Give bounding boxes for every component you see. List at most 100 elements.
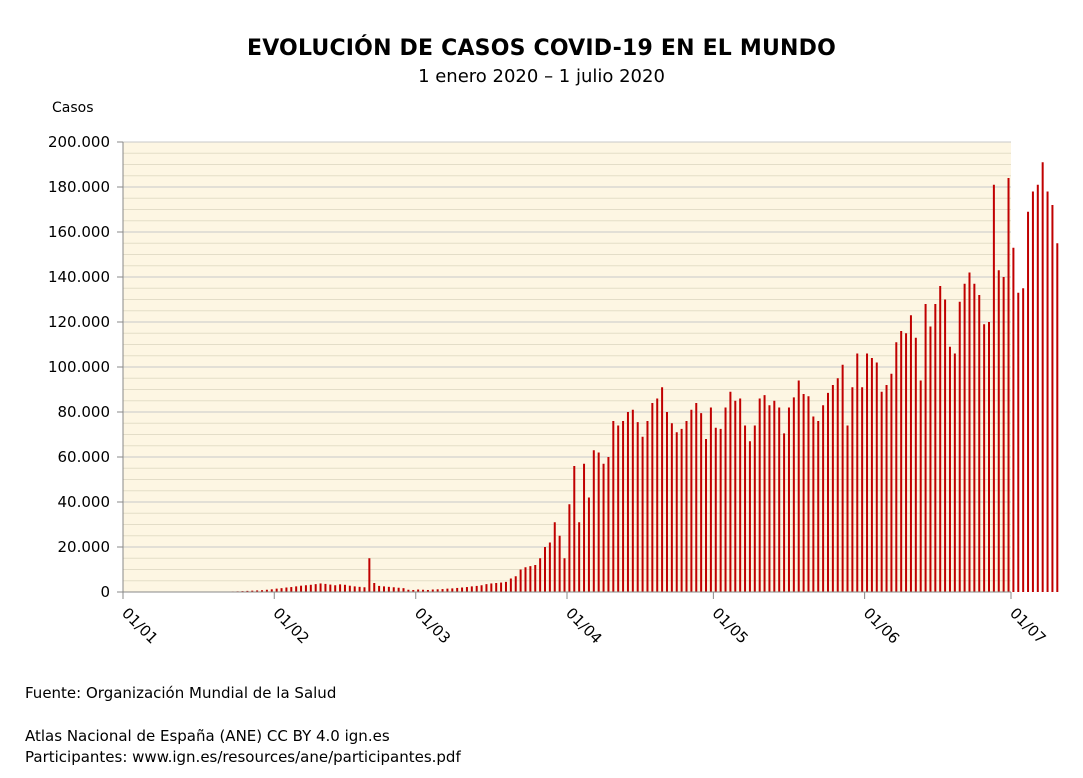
bar (924, 304, 927, 592)
bar (451, 588, 454, 592)
bar (246, 590, 249, 593)
bar (622, 421, 625, 592)
bar (485, 584, 488, 593)
bar (870, 358, 873, 592)
bar (548, 542, 551, 592)
bar (851, 387, 854, 592)
bar (1027, 211, 1030, 592)
x-tick-label: 01/07 (1006, 604, 1049, 647)
bars (221, 162, 1059, 593)
bar (661, 387, 664, 592)
bar (626, 412, 629, 592)
bar (256, 590, 259, 592)
bar (705, 439, 708, 592)
y-tick-label: 60.000 (58, 448, 111, 466)
bar (558, 535, 561, 592)
bar (968, 272, 971, 592)
bar (363, 587, 366, 592)
bar (261, 590, 264, 592)
y-tick-label: 180.000 (48, 178, 110, 196)
bar (422, 589, 425, 592)
bar (748, 441, 751, 592)
bar (836, 378, 839, 592)
bar (524, 567, 527, 592)
bar (1002, 277, 1005, 592)
y-tick-label: 100.000 (48, 358, 110, 376)
bar (295, 586, 298, 593)
bar (783, 433, 786, 593)
bar (309, 584, 312, 592)
bar (675, 432, 678, 592)
bar (1051, 205, 1054, 592)
bar (583, 463, 586, 592)
bar (368, 558, 371, 592)
bar (646, 421, 649, 592)
bar (500, 582, 503, 592)
bar (612, 421, 615, 592)
bar (573, 466, 576, 592)
bar (826, 392, 829, 593)
x-tick-label: 01/05 (709, 604, 752, 647)
bar (934, 304, 937, 592)
bar (997, 270, 1000, 592)
bar (753, 425, 756, 592)
bar (397, 587, 400, 592)
bar (475, 585, 478, 592)
bar (373, 583, 376, 592)
bar (1031, 191, 1034, 592)
bar (1017, 292, 1020, 592)
bar (456, 587, 459, 592)
chart-subtitle: 1 enero 2020 – 1 julio 2020 (418, 66, 665, 87)
source-note: Fuente: Organización Mundial de la Salud (25, 684, 337, 702)
bar (700, 413, 703, 593)
y-tick-label: 160.000 (48, 223, 110, 241)
bar (436, 589, 439, 592)
bar (343, 584, 346, 592)
bar (470, 586, 473, 593)
bar (929, 326, 932, 592)
bar (983, 324, 986, 592)
bar (685, 421, 688, 592)
bar (534, 565, 537, 592)
bar (280, 588, 283, 592)
bar (880, 391, 883, 592)
y-tick-label: 40.000 (58, 493, 111, 511)
bar (1022, 288, 1025, 592)
x-tick-label: 01/03 (411, 604, 454, 647)
bar (1012, 247, 1015, 592)
bar (944, 299, 947, 592)
bar (324, 583, 327, 592)
x-tick-label: 01/06 (860, 604, 903, 647)
bar (319, 583, 322, 592)
bar (348, 585, 351, 592)
bar (670, 423, 673, 592)
bar (412, 589, 415, 592)
bar (480, 585, 483, 592)
bar (402, 588, 405, 592)
bar (724, 407, 727, 592)
bar (939, 286, 942, 592)
bar (812, 416, 815, 592)
bar (1036, 184, 1039, 592)
bar (866, 353, 869, 592)
y-tick-label: 120.000 (48, 313, 110, 331)
y-tick-label: 200.000 (48, 133, 110, 151)
bar (339, 584, 342, 592)
bar (665, 412, 668, 592)
y-axis: 0 20.000 40.000 60.000 80.000 100.000 120.000 1… (48, 133, 123, 601)
participants-note: Participantes: www.ign.es/resources/ane/… (25, 748, 461, 766)
bar (597, 452, 600, 592)
bar (680, 428, 683, 593)
y-tick-label: 80.000 (58, 403, 111, 421)
bar (909, 315, 912, 592)
bar (465, 587, 468, 592)
bar (270, 589, 273, 592)
bar (382, 586, 385, 593)
bar (861, 387, 864, 592)
bar (890, 373, 893, 592)
bar (378, 585, 381, 592)
bar (578, 522, 581, 592)
x-axis: 01/01 01/02 01/03 01/04 01/05 01/06 01/07 (118, 592, 1049, 647)
bar (885, 385, 888, 592)
y-tick-label: 20.000 (58, 538, 111, 556)
